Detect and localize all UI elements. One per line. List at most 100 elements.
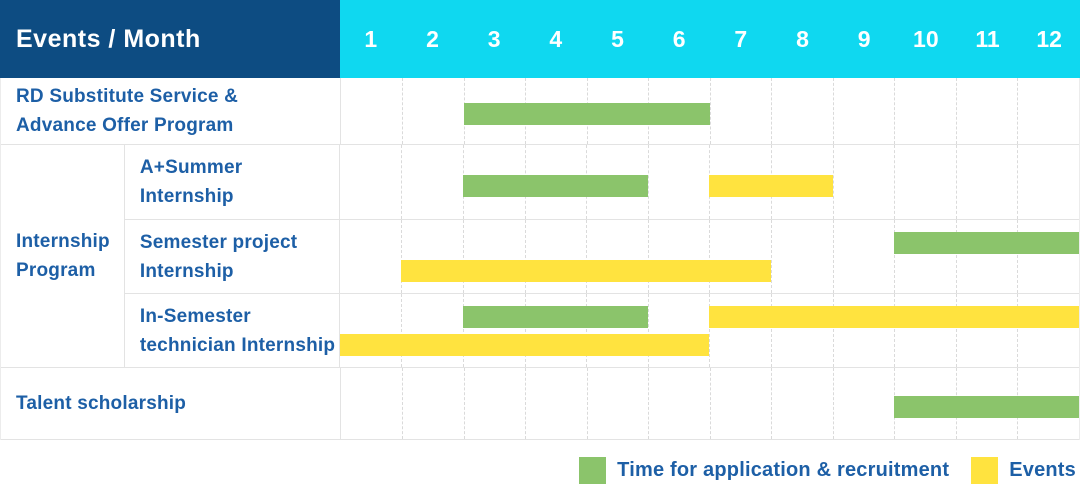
month-column-separator — [1017, 294, 1019, 368]
group-label: Internship Program — [1, 145, 125, 367]
month-label-8: 8 — [796, 25, 809, 52]
table-row: RD Substitute Service & Advance Offer Pro… — [1, 78, 1079, 145]
month-column-separator — [832, 145, 834, 219]
legend-label: Time for application & recruitment — [617, 459, 950, 481]
month-label-10: 10 — [913, 25, 939, 52]
label-line: Internship — [16, 231, 110, 252]
gantt-bar-green-m3-5 — [463, 305, 648, 328]
gantt-bar-yellow-m7-8 — [709, 174, 833, 197]
label-line: In-Semester — [139, 305, 251, 327]
month-column-separator — [771, 78, 773, 144]
month-grid-cell — [338, 145, 1079, 219]
month-column-separator — [1017, 145, 1019, 219]
month-column-separator — [463, 294, 465, 368]
month-column-separator — [832, 368, 834, 439]
label-line: Internship — [139, 260, 234, 282]
month-label-6: 6 — [672, 25, 686, 52]
month-column-separator — [524, 294, 526, 368]
table-header-row: Events / Month 1 2 3 4 5 6 7 8 9 10 11 12 — [0, 0, 1080, 78]
month-column-separator — [586, 219, 588, 294]
month-label-3: 3 — [487, 25, 501, 52]
month-label-9: 9 — [857, 25, 871, 52]
month-column-separator — [647, 294, 649, 368]
month-column-separator — [647, 219, 649, 294]
month-column-separator — [709, 294, 711, 368]
gantt-bar-yellow-m7-12 — [709, 305, 1079, 328]
month-column-separator — [955, 294, 957, 368]
month-column-separator — [709, 78, 711, 144]
label-line: RD Substitute Service & — [16, 86, 239, 107]
label-line: Internship — [139, 185, 234, 207]
label-line: Advance Offer Program — [16, 115, 234, 136]
header-title: Events / Month — [0, 0, 340, 78]
month-column-separator — [401, 294, 403, 368]
label-line: Semester project — [139, 231, 298, 253]
subrow-label: Semester project Internship — [125, 220, 339, 294]
label-line: Program — [16, 260, 96, 281]
month-column-separator — [955, 78, 957, 144]
month-column-separator — [771, 368, 773, 439]
month-grid-cell — [339, 78, 1079, 144]
label-line: technician Internship — [139, 334, 336, 356]
group-row-internship-program: Internship Program A+Summer Internship Semes… — [1, 145, 1079, 368]
month-column-separator — [770, 294, 772, 368]
month-column-separator — [402, 368, 404, 439]
month-column-separator — [648, 368, 650, 439]
gantt-bar-green-m3-6 — [463, 103, 710, 126]
month-column-separator — [955, 219, 957, 294]
month-column-separator — [401, 219, 403, 294]
subrow-label: A+Summer Internship — [125, 145, 339, 219]
legend-item-application-recruitment: Time for application & recruitment — [579, 457, 949, 484]
month-label-7: 7 — [734, 25, 748, 52]
label-line: Talent scholarship — [16, 393, 187, 414]
month-column-separator — [1017, 219, 1019, 294]
month-column-separator — [401, 145, 403, 219]
month-column-separator — [894, 145, 896, 219]
gantt-bar-green-m10-12 — [894, 396, 1079, 419]
month-column-separator — [524, 219, 526, 294]
table-row: Talent scholarship — [1, 368, 1079, 440]
legend-swatch-yellow — [971, 457, 999, 484]
month-header: 1 2 3 4 5 6 7 8 9 10 11 12 — [340, 0, 1080, 78]
month-column-separator — [1017, 78, 1019, 144]
month-grid-cell — [338, 294, 1079, 368]
month-column-separator — [586, 368, 588, 439]
table-body: RD Substitute Service & Advance Offer Pro… — [0, 78, 1080, 440]
month-column-separator — [647, 145, 649, 219]
legend: Time for application & recruitment Events — [579, 457, 1076, 484]
month-column-separator — [832, 78, 834, 144]
legend-item-events: Events — [971, 457, 1076, 484]
month-label-2: 2 — [426, 25, 439, 52]
month-label-12: 12 — [1036, 25, 1062, 52]
table-subrow: A+Summer Internship — [124, 145, 1079, 220]
month-column-separator — [894, 294, 896, 368]
month-column-separator — [586, 294, 588, 368]
month-column-separator — [709, 219, 711, 294]
month-column-separator — [894, 78, 896, 144]
table-subrow: Semester project Internship — [124, 219, 1079, 295]
month-column-separator — [894, 219, 896, 294]
month-column-separator — [832, 294, 834, 368]
legend-swatch-green — [579, 457, 607, 484]
gantt-bar-yellow-m2-7 — [401, 260, 771, 283]
month-column-separator — [770, 219, 772, 294]
gantt-bar-green-m10-12 — [894, 231, 1079, 254]
month-label-1: 1 — [364, 25, 378, 52]
gantt-bar-green-m3-5 — [463, 174, 648, 197]
subrow-label: In-Semester technician Internship — [125, 294, 339, 367]
month-column-separator — [832, 219, 834, 294]
month-column-separator — [463, 219, 465, 294]
month-label-4: 4 — [549, 25, 563, 52]
legend-label: Events — [1009, 459, 1076, 481]
month-grid-cell — [339, 368, 1079, 439]
month-column-separator — [402, 78, 404, 144]
month-column-separator — [463, 368, 465, 439]
month-grid-cell — [338, 219, 1079, 294]
month-label-11: 11 — [975, 25, 1000, 52]
gantt-bar-yellow-m1-6 — [339, 334, 710, 357]
table-subrow: In-Semester technician Internship — [125, 294, 1079, 368]
row-label: RD Substitute Service & Advance Offer Pro… — [1, 78, 340, 144]
month-column-separator — [525, 368, 527, 439]
month-label-5: 5 — [611, 25, 624, 52]
